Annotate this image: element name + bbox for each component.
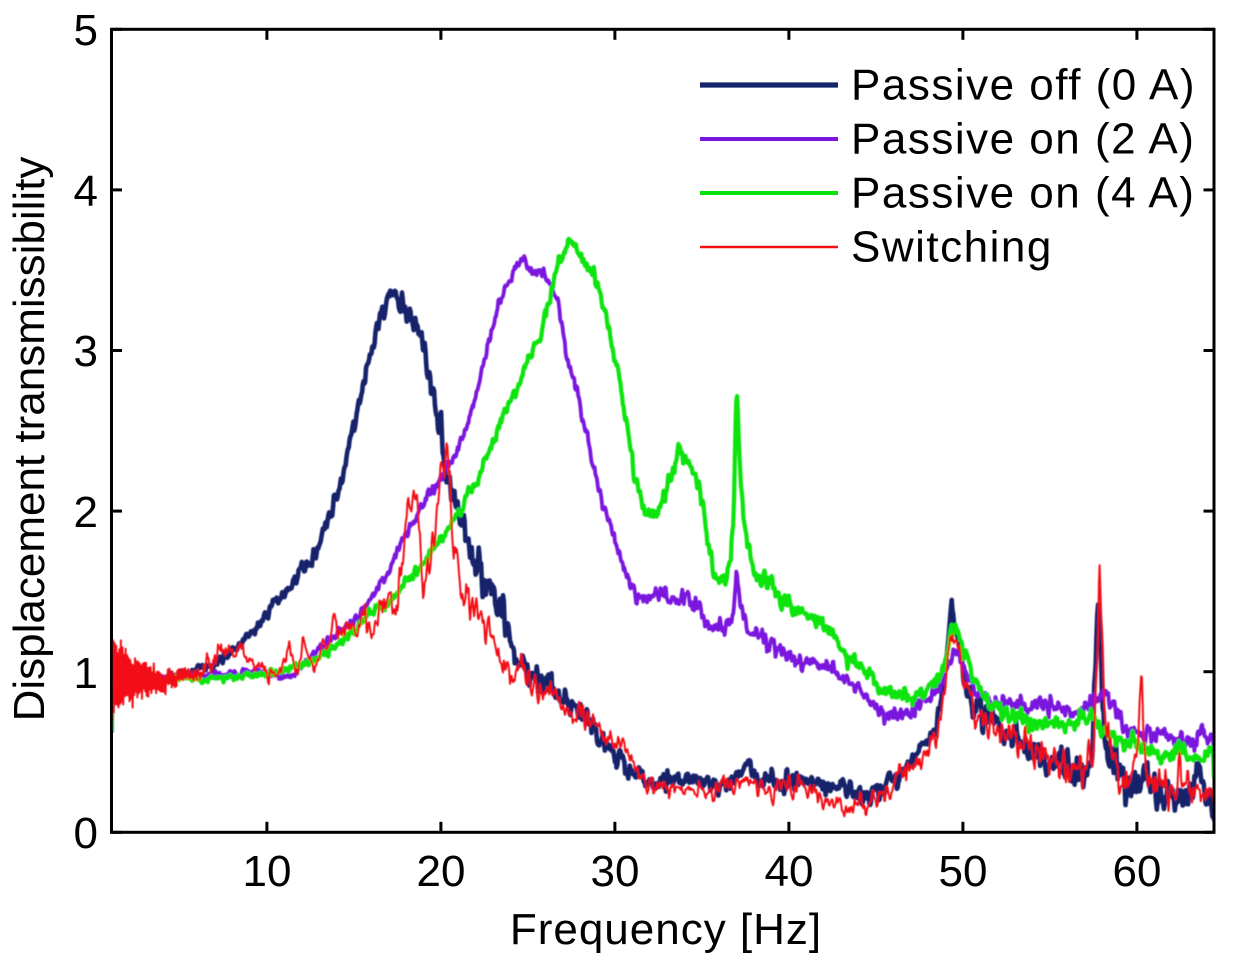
svg-text:50: 50 xyxy=(939,847,988,896)
svg-text:40: 40 xyxy=(765,847,814,896)
svg-text:Switching: Switching xyxy=(851,223,1053,272)
svg-text:Passive on (2 A): Passive on (2 A) xyxy=(851,115,1195,164)
svg-text:3: 3 xyxy=(74,327,98,376)
svg-text:5: 5 xyxy=(74,6,98,55)
svg-text:60: 60 xyxy=(1113,847,1162,896)
svg-text:Frequency [Hz]: Frequency [Hz] xyxy=(510,905,822,954)
svg-text:0: 0 xyxy=(74,809,98,858)
svg-text:20: 20 xyxy=(417,847,466,896)
svg-text:2: 2 xyxy=(74,488,98,537)
svg-text:Displacement transmissibility: Displacement transmissibility xyxy=(5,157,54,722)
svg-text:1: 1 xyxy=(74,649,98,698)
svg-text:Passive off (0 A): Passive off (0 A) xyxy=(851,61,1196,110)
svg-text:4: 4 xyxy=(74,167,98,216)
svg-text:Passive on (4 A): Passive on (4 A) xyxy=(851,169,1195,218)
svg-text:10: 10 xyxy=(243,847,292,896)
svg-text:30: 30 xyxy=(591,847,640,896)
